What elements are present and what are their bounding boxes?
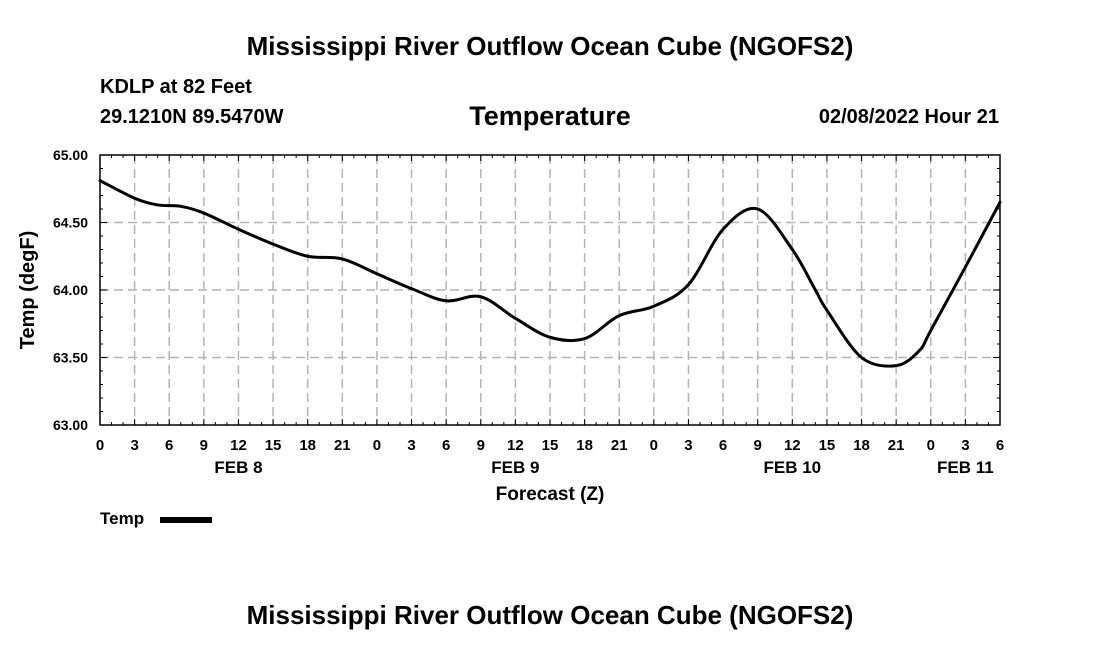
x-tick-label: 3 (407, 437, 415, 454)
data-point-temp (618, 314, 621, 317)
x-tick-label: 0 (373, 437, 381, 454)
parameter-title: Temperature (469, 101, 631, 131)
y-tick-label: 63.00 (53, 417, 88, 433)
data-point-temp (237, 228, 240, 231)
x-tick-label: 21 (334, 437, 351, 454)
data-point-temp (653, 305, 655, 308)
x-tick-label: 12 (507, 437, 524, 454)
plot-frame (99, 154, 1001, 426)
data-point-temp (133, 197, 136, 199)
data-point-temp (156, 204, 159, 206)
data-point-temp (999, 201, 1001, 204)
y-tick-label: 65.00 (53, 147, 88, 163)
y-tick-label: 63.50 (53, 350, 88, 366)
data-point-temp (445, 300, 447, 302)
x-tick-label: 21 (888, 437, 905, 454)
date-label: FEB 8 (214, 458, 262, 477)
data-point-temp (583, 337, 586, 340)
data-point-temp (479, 295, 482, 298)
y-tick-label: 64.00 (53, 282, 88, 298)
x-tick-label: 3 (130, 437, 138, 454)
x-tick-label: 0 (96, 437, 104, 454)
date-label: FEB 10 (763, 458, 821, 477)
x-tick-label: 12 (784, 437, 801, 454)
chart-title: Mississippi River Outflow Ocean Cube (NG… (246, 31, 854, 61)
x-tick-label: 3 (684, 437, 692, 454)
data-point-temp (687, 283, 690, 286)
x-axis-title: Forecast (Z) (496, 484, 605, 505)
data-point-temp (964, 266, 967, 268)
x-tick-label: 9 (200, 437, 208, 454)
station-label: KDLP at 82 Feet (100, 76, 252, 98)
x-tick-label: 15 (819, 437, 836, 454)
y-axis-title: Temp (degF) (17, 231, 39, 350)
x-tick-label: 18 (853, 437, 870, 454)
x-tick-label: 9 (477, 437, 485, 454)
data-point-temp (306, 255, 309, 258)
data-point-temp (99, 179, 101, 182)
x-tick-label: 9 (754, 437, 762, 454)
x-tick-label: 0 (927, 437, 935, 454)
data-point-temp (929, 329, 932, 332)
series-line-temp (98, 179, 1002, 368)
x-tick-label: 6 (719, 437, 727, 454)
data-point-temp (895, 364, 897, 367)
data-point-temp (514, 317, 517, 320)
data-point-temp (722, 228, 724, 231)
data-point-temp (203, 212, 205, 214)
x-tick-label: 15 (542, 437, 559, 454)
forecast-datetime: 02/08/2022 Hour 21 (818, 106, 999, 128)
data-point-temp (814, 289, 817, 291)
data-point-temp (826, 309, 828, 312)
x-tick-label: 0 (650, 437, 658, 454)
y-tick-label: 64.50 (53, 215, 88, 231)
data-point-temp (756, 208, 759, 210)
data-point-temp (272, 243, 274, 245)
data-point-temp (376, 273, 378, 275)
data-point-temp (179, 205, 182, 208)
data-point-temp (341, 258, 344, 260)
x-tick-label: 6 (165, 437, 173, 454)
x-tick-label: 18 (299, 437, 316, 454)
legend-temp-label: Temp (100, 509, 145, 528)
coordinates-label: 29.1210N 89.5470W (100, 106, 284, 128)
data-point-temp (791, 248, 794, 251)
date-label: FEB 11 (937, 458, 994, 477)
x-tick-label: 12 (230, 437, 247, 454)
data-point-temp (549, 336, 551, 339)
x-tick-label: 18 (576, 437, 593, 454)
x-tick-label: 21 (611, 437, 628, 454)
data-point-temp (918, 349, 921, 352)
x-tick-label: 6 (996, 437, 1004, 454)
x-tick-label: 15 (265, 437, 282, 454)
x-tick-label: 6 (442, 437, 450, 454)
data-point-temp (860, 356, 863, 359)
date-label: FEB 9 (491, 458, 539, 477)
bottom-chart-title: Mississippi River Outflow Ocean Cube (NG… (246, 600, 854, 630)
x-tick-label: 3 (961, 437, 969, 454)
data-point-temp (410, 287, 413, 290)
legend-temp-swatch (160, 517, 212, 523)
